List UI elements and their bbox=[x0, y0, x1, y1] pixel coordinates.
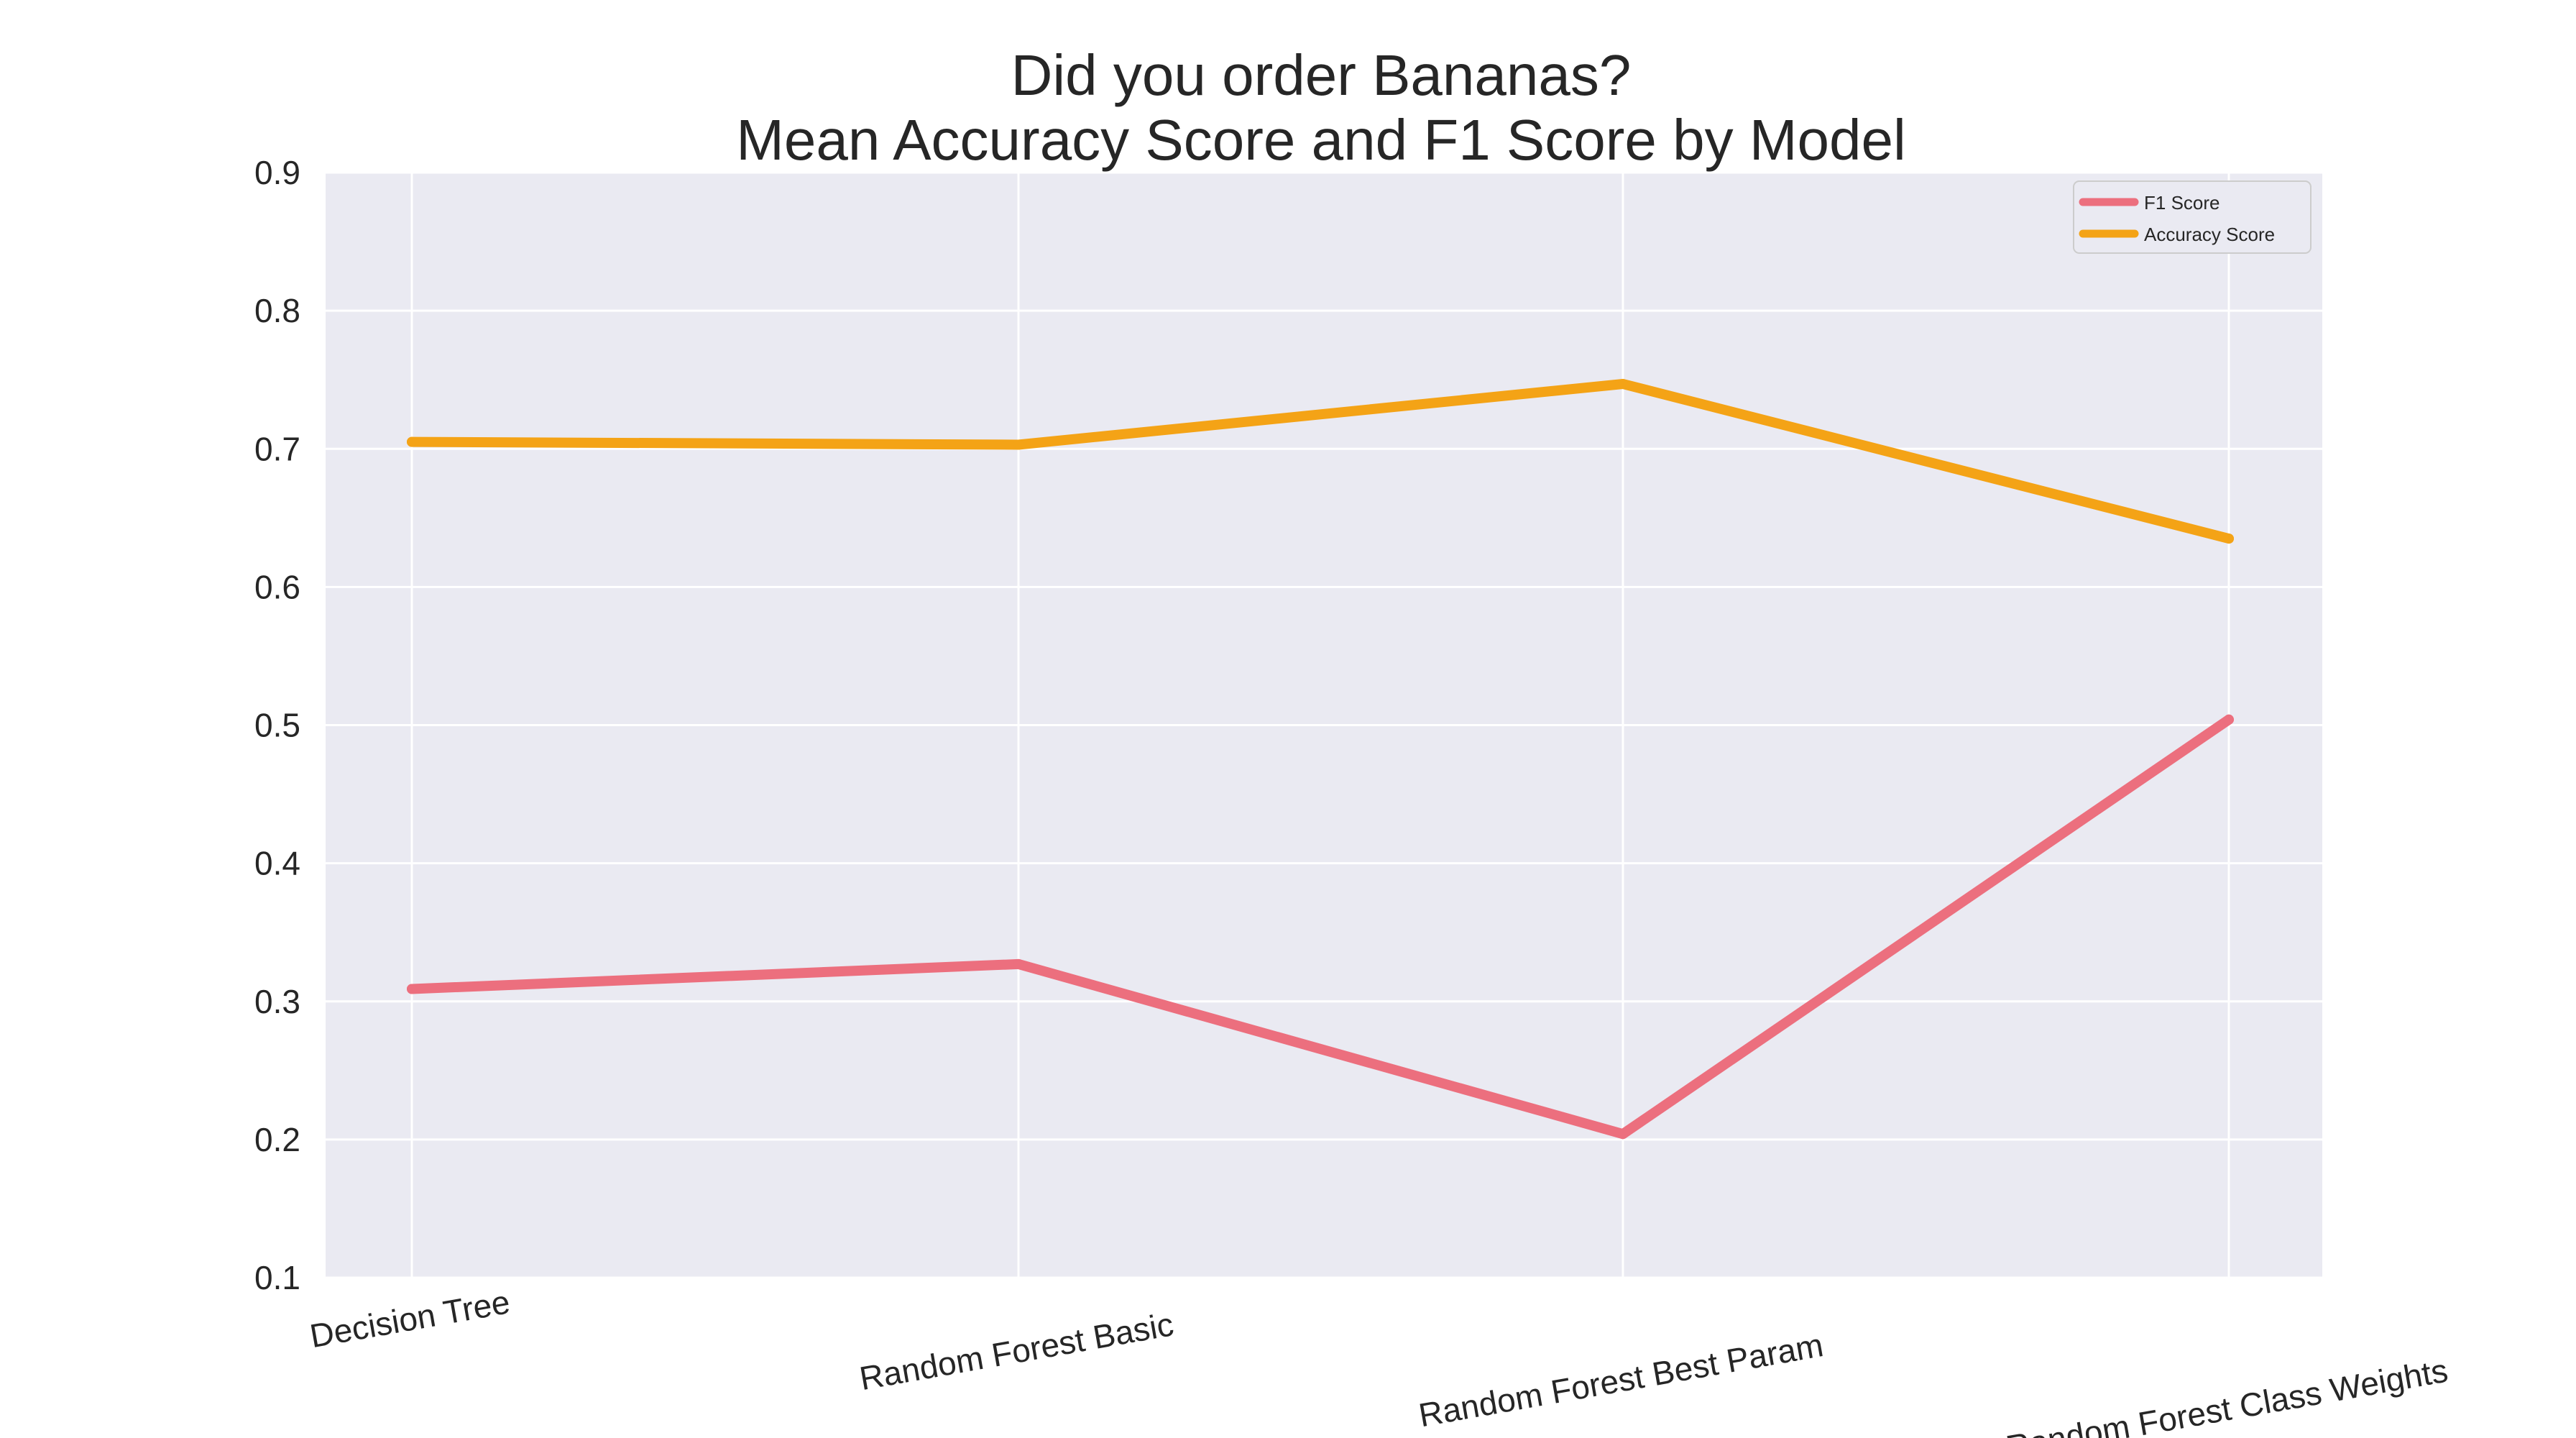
x-tick-label: Random Forest Best Param bbox=[1416, 1326, 1826, 1434]
y-tick-label: 0.6 bbox=[254, 568, 300, 605]
legend-label: F1 Score bbox=[2144, 192, 2220, 214]
series-point bbox=[1618, 1129, 1628, 1140]
y-tick-label: 0.8 bbox=[254, 292, 300, 329]
series-point bbox=[2224, 714, 2234, 725]
y-axis: 0.1 0.2 0.3 0.4 0.5 0.6 0.7 0.8 0.9 bbox=[254, 154, 300, 1296]
x-axis: Decision Tree Random Forest Basic Random F… bbox=[307, 1283, 2450, 1438]
x-tick-label: Random Forest Basic bbox=[857, 1305, 1177, 1397]
y-tick-label: 0.5 bbox=[254, 707, 300, 744]
legend-label: Accuracy Score bbox=[2144, 224, 2275, 245]
x-tick-label: Decision Tree bbox=[307, 1283, 512, 1355]
chart-title-line-2: Mean Accuracy Score and F1 Score by Mode… bbox=[736, 108, 1905, 172]
y-tick-label: 0.3 bbox=[254, 983, 300, 1020]
series-point bbox=[1013, 958, 1024, 969]
series-point bbox=[2224, 533, 2234, 544]
legend: F1 Score Accuracy Score bbox=[2073, 180, 2312, 254]
series-line-1 bbox=[407, 379, 2234, 544]
y-tick-label: 0.7 bbox=[254, 430, 300, 467]
series-line-0 bbox=[407, 714, 2234, 1140]
grid-lines bbox=[326, 171, 2322, 1279]
series-lines bbox=[407, 379, 2234, 1140]
y-tick-label: 0.1 bbox=[254, 1259, 300, 1296]
chart-title-line-1: Did you order Bananas? bbox=[1011, 43, 1632, 107]
y-tick-label: 0.4 bbox=[254, 845, 300, 882]
series-point bbox=[1618, 379, 1628, 389]
series-point bbox=[407, 984, 417, 994]
series-point bbox=[1013, 439, 1024, 450]
x-tick-label: Random Forest Class Weights bbox=[2003, 1352, 2451, 1438]
y-tick-label: 0.2 bbox=[254, 1121, 300, 1158]
series-point bbox=[407, 436, 417, 447]
y-tick-label: 0.9 bbox=[254, 154, 300, 191]
